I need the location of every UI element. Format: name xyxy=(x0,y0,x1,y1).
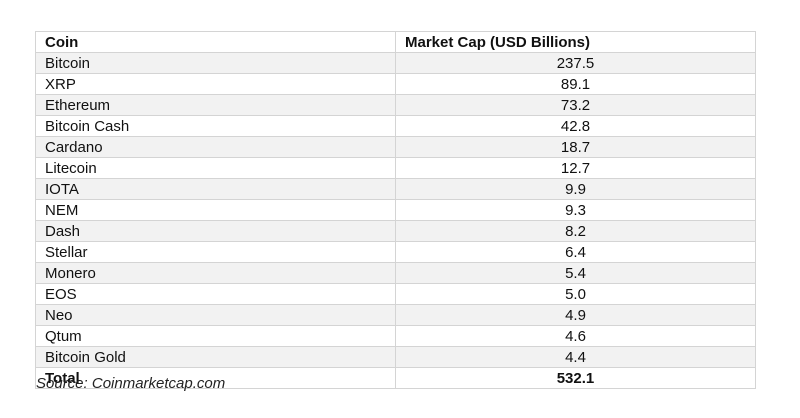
market-cap-value: 12.7 xyxy=(395,157,756,179)
market-cap-value: 73.2 xyxy=(395,94,756,116)
table-row: Bitcoin 237.5 xyxy=(35,52,756,74)
market-cap-value: 4.9 xyxy=(395,304,756,326)
market-cap-value: 9.3 xyxy=(395,199,756,221)
coin-name: Bitcoin Cash xyxy=(35,115,396,137)
table-row: Ethereum 73.2 xyxy=(35,94,756,116)
market-cap-value: 5.0 xyxy=(395,283,756,305)
table-row: Stellar 6.4 xyxy=(35,241,756,263)
coin-name: Bitcoin Gold xyxy=(35,346,396,368)
source-caption: Source: Coinmarketcap.com xyxy=(36,375,226,392)
table-row: NEM 9.3 xyxy=(35,199,756,221)
market-cap-value: 4.4 xyxy=(395,346,756,368)
table-row: EOS 5.0 xyxy=(35,283,756,305)
table-body: Bitcoin 237.5 XRP 89.1 Ethereum 73.2 Bitcoi… xyxy=(35,52,756,368)
total-label: Total xyxy=(35,367,396,389)
market-cap-value: 18.7 xyxy=(395,136,756,158)
market-cap-value: 237.5 xyxy=(395,52,756,74)
coin-name: NEM xyxy=(35,199,396,221)
total-value: 532.1 xyxy=(395,367,756,389)
coin-name: Ethereum xyxy=(35,94,396,116)
coin-name: Litecoin xyxy=(35,157,396,179)
table-row: Neo 4.9 xyxy=(35,304,756,326)
table-row: Litecoin 12.7 xyxy=(35,157,756,179)
table-row: Bitcoin Cash 42.8 xyxy=(35,115,756,137)
market-cap-table-container: Coin Market Cap (USD Billions) Bitcoin 23… xyxy=(35,31,756,389)
market-cap-value: 6.4 xyxy=(395,241,756,263)
table-row: Dash 8.2 xyxy=(35,220,756,242)
table-row: XRP 89.1 xyxy=(35,73,756,95)
market-cap-value: 9.9 xyxy=(395,178,756,200)
coin-name: Stellar xyxy=(35,241,396,263)
header-coin: Coin xyxy=(35,31,396,53)
coin-name: Monero xyxy=(35,262,396,284)
market-cap-value: 42.8 xyxy=(395,115,756,137)
table-row: Bitcoin Gold 4.4 xyxy=(35,346,756,368)
coin-name: Neo xyxy=(35,304,396,326)
coin-name: Dash xyxy=(35,220,396,242)
market-cap-value: 89.1 xyxy=(395,73,756,95)
market-cap-value: 8.2 xyxy=(395,220,756,242)
table-row: Monero 5.4 xyxy=(35,262,756,284)
coin-name: XRP xyxy=(35,73,396,95)
coin-name: Bitcoin xyxy=(35,52,396,74)
coin-name: Qtum xyxy=(35,325,396,347)
table-row: Qtum 4.6 xyxy=(35,325,756,347)
coin-name: EOS xyxy=(35,283,396,305)
header-row: Coin Market Cap (USD Billions) xyxy=(35,31,756,53)
market-cap-table: Coin Market Cap (USD Billions) Bitcoin 23… xyxy=(35,31,756,389)
coin-name: Cardano xyxy=(35,136,396,158)
header-market-cap: Market Cap (USD Billions) xyxy=(395,31,756,53)
table-row: Cardano 18.7 xyxy=(35,136,756,158)
market-cap-value: 5.4 xyxy=(395,262,756,284)
total-row: Total 532.1 xyxy=(35,367,756,389)
market-cap-value: 4.6 xyxy=(395,325,756,347)
table-row: IOTA 9.9 xyxy=(35,178,756,200)
coin-name: IOTA xyxy=(35,178,396,200)
